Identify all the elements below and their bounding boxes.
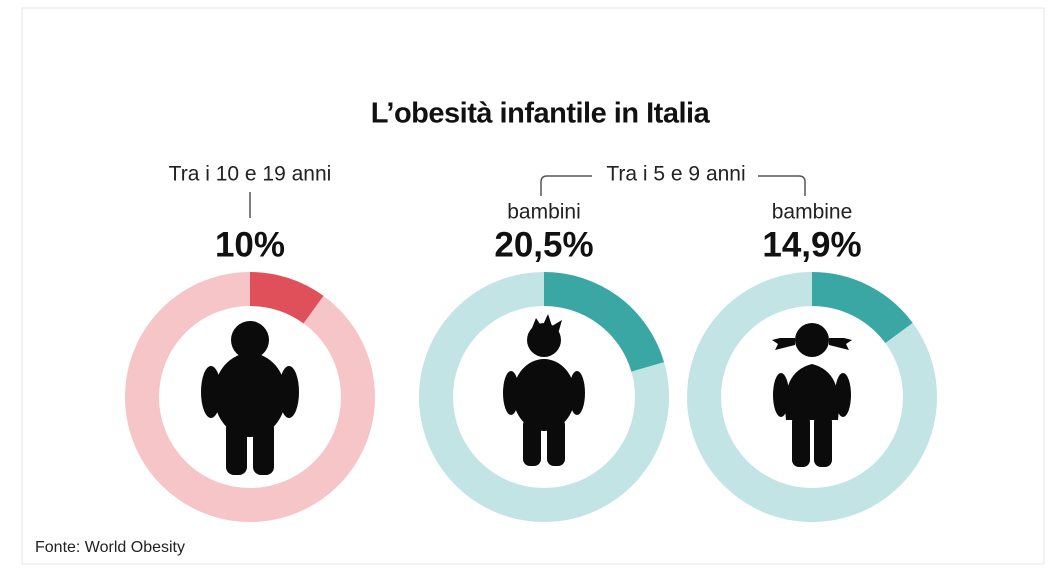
source: Fonte: World Obesity — [35, 539, 185, 556]
donuts — [125, 272, 937, 522]
donut-segment — [543, 272, 665, 373]
figure-boy — [503, 314, 585, 466]
group-label: Tra i 5 e 9 anni — [606, 163, 745, 186]
donut-label: bambini — [507, 201, 581, 224]
value-label: 10% — [215, 225, 285, 264]
value-label: 14,9% — [762, 225, 861, 264]
title: L’obesità infantile in Italia — [371, 98, 711, 130]
value-label: 20,5% — [494, 225, 593, 264]
donut-label: Tra i 10 e 19 anni — [169, 163, 332, 186]
donut-segment — [811, 272, 913, 344]
donut-segment — [249, 272, 324, 324]
group-bracket — [540, 175, 806, 196]
donut-label: bambine — [772, 201, 853, 224]
figure-girl — [772, 323, 852, 467]
figure-teen — [201, 321, 299, 475]
